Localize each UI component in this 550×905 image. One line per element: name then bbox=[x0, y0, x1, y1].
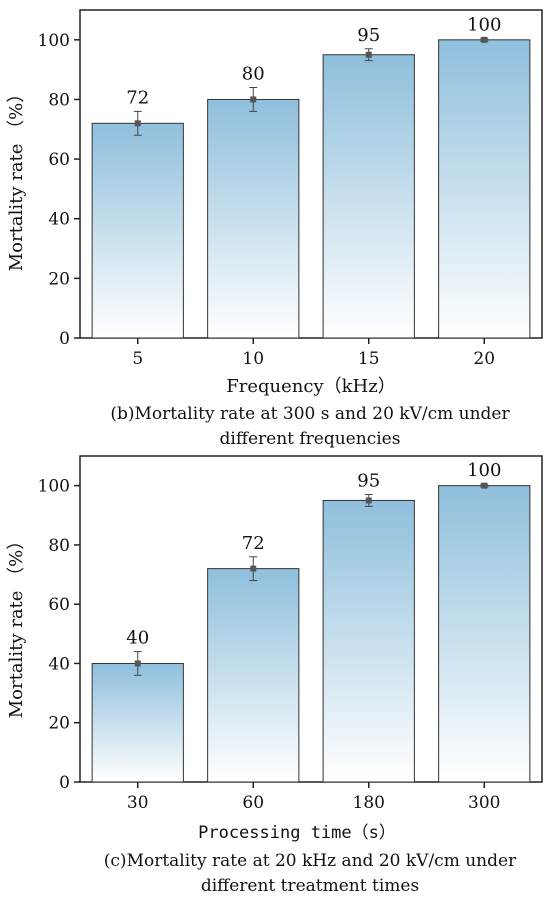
chart-b-ytick-label: 60 bbox=[48, 150, 70, 170]
chart-c-ytick-label: 80 bbox=[48, 536, 70, 556]
chart-c-mean-marker bbox=[481, 482, 488, 489]
chart-b: Mortality rate （%） Frequency（kHz） (b)Mor… bbox=[6, 9, 543, 449]
chart-c-xtick-label: 60 bbox=[242, 793, 264, 813]
chart-c-mean-marker bbox=[134, 660, 141, 667]
chart-b-ytick-label: 0 bbox=[59, 329, 70, 349]
chart-b-ytick-label: 20 bbox=[48, 269, 70, 289]
chart-c-ytick-label: 100 bbox=[38, 477, 70, 497]
chart-b-ytick-label: 40 bbox=[48, 210, 70, 230]
chart-c-xlabel: Processing time（s） bbox=[198, 823, 396, 843]
chart-c-caption-line2: different treatment times bbox=[201, 876, 419, 896]
chart-c-caption-line1: (c)Mortality rate at 20 kHz and 20 kV/cm… bbox=[104, 851, 517, 871]
chart-b-xtick-label: 20 bbox=[473, 349, 495, 369]
chart-b-data-label: 72 bbox=[126, 87, 149, 108]
chart-b-bar bbox=[207, 98, 300, 339]
chart-c-bar bbox=[322, 499, 415, 783]
chart-b-data-label: 95 bbox=[357, 25, 380, 46]
chart-b-mean-marker bbox=[134, 120, 141, 127]
chart-b-mean-marker bbox=[481, 36, 488, 43]
chart-c-ylabel: Mortality rate （%） bbox=[6, 532, 27, 719]
chart-c-data-label: 40 bbox=[126, 628, 149, 649]
chart-b-xtick-label: 10 bbox=[242, 349, 264, 369]
chart-c-ytick-label: 20 bbox=[48, 714, 70, 734]
chart-b-plot-frame bbox=[79, 9, 543, 339]
chart-b-xtick-label: 15 bbox=[358, 349, 380, 369]
chart-c-ytick-label: 60 bbox=[48, 595, 70, 615]
chart-b-caption-line1: (b)Mortality rate at 300 s and 20 kV/cm … bbox=[110, 404, 510, 424]
chart-c-bar bbox=[91, 662, 184, 783]
chart-c-mean-marker bbox=[365, 497, 372, 504]
chart-b-mean-marker bbox=[365, 51, 372, 58]
chart-b-ytick-label: 100 bbox=[38, 31, 70, 51]
chart-c-data-label: 100 bbox=[467, 460, 501, 481]
chart-c: Mortality rate （%） Processing time（s） (c… bbox=[6, 455, 543, 896]
chart-c-xtick-label: 300 bbox=[468, 793, 500, 813]
chart-b-ylabel: Mortality rate （%） bbox=[6, 85, 27, 272]
chart-c-xtick-label: 30 bbox=[127, 793, 149, 813]
chart-c-data-label: 72 bbox=[242, 533, 265, 554]
chart-c-bar bbox=[438, 485, 531, 783]
chart-b-bar bbox=[438, 39, 531, 339]
chart-c-xtick-label: 180 bbox=[353, 793, 385, 813]
chart-c-ytick-label: 40 bbox=[48, 654, 70, 674]
chart-b-data-label: 100 bbox=[467, 14, 501, 35]
chart-b-bar bbox=[91, 122, 184, 339]
chart-b-xlabel: Frequency（kHz） bbox=[226, 376, 395, 397]
chart-b-bar bbox=[322, 54, 415, 339]
chart-c-plot-frame bbox=[79, 455, 543, 783]
chart-b-caption-line2: different frequencies bbox=[220, 429, 401, 449]
chart-c-bar bbox=[207, 568, 300, 783]
chart-c-data-label: 95 bbox=[357, 471, 380, 492]
chart-c-mean-marker bbox=[250, 565, 257, 572]
chart-c-ytick-label: 0 bbox=[59, 773, 70, 793]
chart-b-xtick-label: 5 bbox=[132, 349, 143, 369]
chart-b-mean-marker bbox=[250, 96, 257, 103]
chart-b-ytick-label: 80 bbox=[48, 90, 70, 110]
chart-b-data-label: 80 bbox=[242, 64, 265, 85]
